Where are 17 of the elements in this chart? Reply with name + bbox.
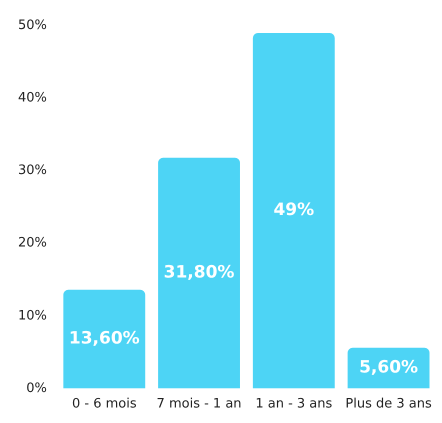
- data-label: 49%: [273, 200, 314, 220]
- data-label: 13,60%: [68, 328, 140, 349]
- bar: [252, 33, 335, 388]
- x-tick-label: 1 an - 3 ans: [255, 396, 332, 412]
- bar: [63, 290, 146, 388]
- y-tick-label: 10%: [18, 308, 47, 324]
- data-label: 31,80%: [164, 262, 234, 283]
- x-tick-label: 7 mois - 1 an: [156, 396, 242, 412]
- y-tick-label: 30%: [18, 163, 47, 178]
- y-tick-label: 40%: [18, 90, 47, 106]
- y-tick-label: 20%: [18, 236, 47, 251]
- bar: [158, 158, 240, 388]
- y-tick-label: 0%: [26, 380, 47, 396]
- x-tick-label: Plus de 3 ans: [345, 396, 432, 412]
- y-tick-label: 50%: [18, 18, 47, 34]
- data-label: 5,60%: [359, 358, 418, 378]
- x-tick-label: 0 - 6 mois: [72, 396, 137, 412]
